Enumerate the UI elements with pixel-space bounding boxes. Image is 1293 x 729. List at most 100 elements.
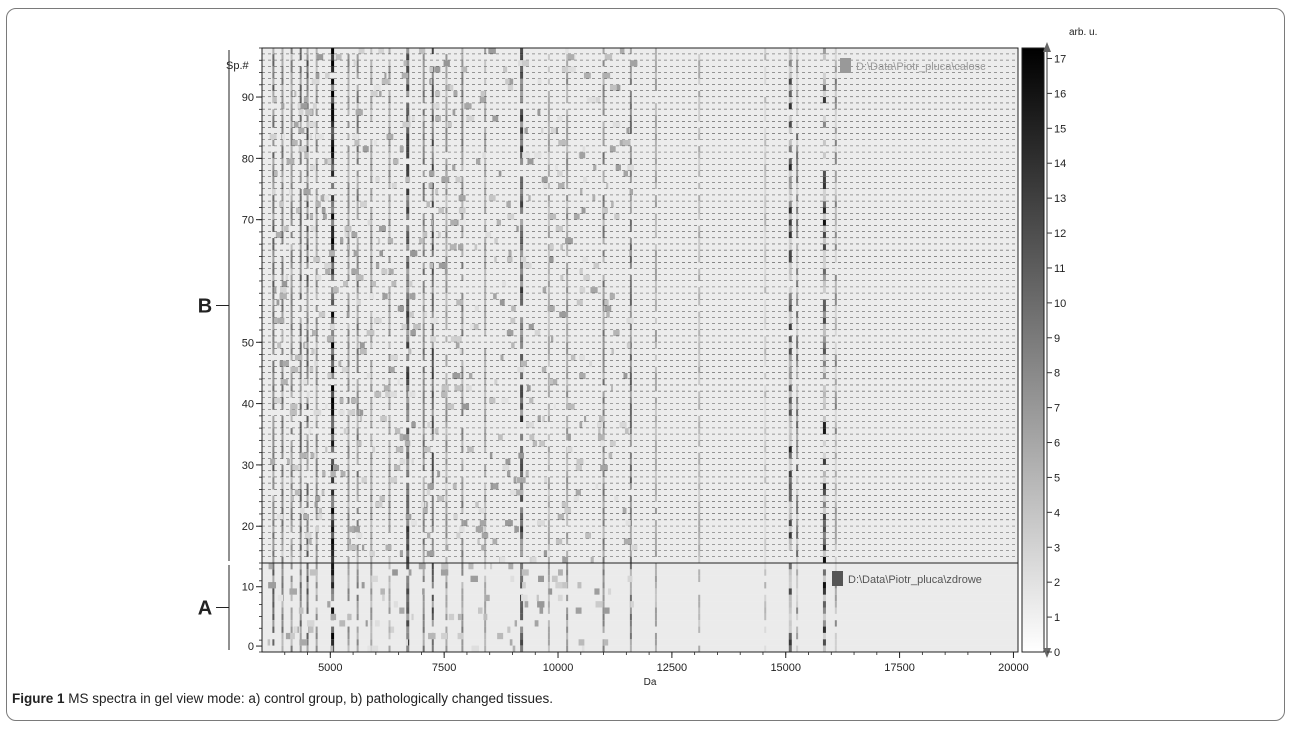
peak-band bbox=[547, 594, 550, 602]
peak-band bbox=[331, 415, 335, 423]
peak-band bbox=[654, 632, 657, 640]
peak-band bbox=[356, 317, 359, 325]
peak-band bbox=[281, 645, 284, 653]
peak-band bbox=[406, 403, 410, 410]
peak-band bbox=[290, 594, 293, 602]
noise-band bbox=[514, 620, 518, 627]
peak-band bbox=[822, 550, 826, 558]
peak-band bbox=[370, 588, 373, 595]
peak-band bbox=[698, 440, 701, 447]
peak-band bbox=[388, 366, 391, 374]
peak-band bbox=[764, 403, 767, 410]
peak-band bbox=[431, 464, 434, 472]
spectrum-row bbox=[262, 54, 1018, 61]
spectrum-row bbox=[262, 72, 1018, 80]
peak-band bbox=[764, 626, 767, 634]
peak-band bbox=[281, 311, 284, 318]
peak-band bbox=[290, 563, 293, 570]
peak-band bbox=[347, 90, 350, 98]
peak-band bbox=[370, 620, 373, 627]
peak-band bbox=[566, 164, 569, 171]
peak-band bbox=[484, 360, 487, 368]
noise-band bbox=[492, 115, 499, 122]
peak-band bbox=[484, 164, 487, 171]
noise-band bbox=[421, 501, 425, 508]
peak-band bbox=[370, 139, 373, 147]
peak-band bbox=[347, 207, 350, 214]
noise-band bbox=[325, 403, 328, 410]
noise-band bbox=[441, 385, 449, 392]
peak-band bbox=[602, 569, 605, 576]
spectrum-row bbox=[262, 385, 1018, 392]
peak-band bbox=[698, 421, 701, 429]
peak-band bbox=[698, 348, 701, 355]
peak-band bbox=[290, 582, 293, 589]
peak-band bbox=[834, 563, 837, 570]
spectrum-background bbox=[262, 182, 1018, 190]
peak-band bbox=[299, 268, 302, 276]
spectrum-row bbox=[262, 90, 1018, 98]
peak-band bbox=[602, 170, 605, 177]
peak-band bbox=[388, 626, 391, 634]
noise-band bbox=[600, 464, 608, 472]
peak-band bbox=[566, 146, 569, 153]
peak-band bbox=[788, 483, 792, 490]
peak-band bbox=[796, 385, 799, 392]
peak-band bbox=[461, 391, 464, 398]
peak-band bbox=[406, 225, 410, 233]
peak-band bbox=[281, 231, 284, 239]
peak-band bbox=[629, 538, 632, 545]
noise-band bbox=[492, 483, 498, 490]
peak-band bbox=[461, 127, 464, 135]
peak-band bbox=[602, 613, 605, 621]
noise-band bbox=[609, 293, 615, 300]
peak-band bbox=[796, 78, 799, 85]
peak-band bbox=[654, 305, 657, 312]
peak-band bbox=[547, 330, 550, 337]
noise-band bbox=[478, 507, 485, 514]
noise-band bbox=[630, 60, 638, 67]
peak-band bbox=[520, 477, 524, 484]
peak-band bbox=[788, 544, 792, 551]
peak-band bbox=[822, 428, 826, 435]
peak-band bbox=[306, 538, 309, 545]
peak-band bbox=[654, 152, 657, 159]
noise-band bbox=[311, 78, 320, 85]
peak-band bbox=[272, 526, 275, 533]
peak-band bbox=[370, 317, 373, 325]
peak-band bbox=[629, 372, 632, 380]
peak-band bbox=[331, 84, 335, 92]
peak-band bbox=[629, 305, 632, 312]
peak-band bbox=[347, 632, 350, 640]
peak-band bbox=[290, 250, 293, 257]
peak-band bbox=[796, 428, 799, 435]
noise-band bbox=[560, 244, 563, 251]
peak-band bbox=[629, 477, 632, 484]
peak-band bbox=[629, 78, 632, 85]
peak-band bbox=[370, 403, 373, 410]
peak-band bbox=[347, 495, 350, 502]
peak-band bbox=[306, 207, 309, 214]
peak-band bbox=[629, 563, 632, 570]
noise-band bbox=[348, 526, 355, 533]
peak-band bbox=[431, 121, 434, 128]
peak-band bbox=[520, 613, 524, 621]
peak-band bbox=[461, 507, 464, 515]
peak-band bbox=[445, 495, 448, 502]
spectrum-background bbox=[262, 575, 1018, 583]
colorbar-tick-label: 12 bbox=[1054, 228, 1066, 240]
x-tick-label: 5000 bbox=[318, 662, 342, 674]
peak-band bbox=[629, 97, 632, 104]
peak-band bbox=[299, 434, 302, 441]
noise-band bbox=[294, 626, 298, 633]
peak-band bbox=[272, 544, 275, 551]
peak-band bbox=[388, 66, 391, 73]
peak-band bbox=[370, 78, 373, 85]
peak-band bbox=[629, 421, 632, 429]
peak-band bbox=[520, 201, 524, 208]
peak-band bbox=[356, 569, 359, 576]
peak-band bbox=[698, 231, 701, 239]
peak-band bbox=[484, 620, 487, 627]
peak-band bbox=[347, 78, 350, 85]
noise-band bbox=[359, 415, 363, 422]
